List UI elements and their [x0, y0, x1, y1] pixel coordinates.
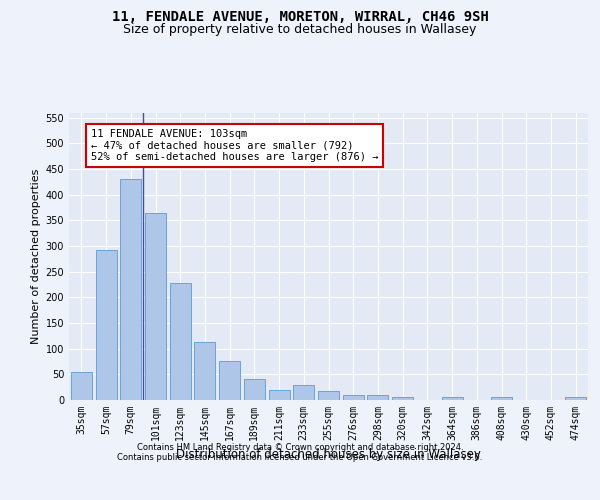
Bar: [120, 179, 141, 400]
Y-axis label: Number of detached properties: Number of detached properties: [31, 168, 41, 344]
Bar: [95, 250, 116, 400]
Bar: [194, 342, 215, 400]
Bar: [343, 396, 364, 400]
Text: 11, FENDALE AVENUE, MORETON, WIRRAL, CH46 9SH: 11, FENDALE AVENUE, MORETON, WIRRAL, CH4…: [112, 10, 488, 24]
X-axis label: Distribution of detached houses by size in Wallasey: Distribution of detached houses by size …: [176, 448, 481, 462]
Bar: [244, 380, 265, 400]
Text: Contains public sector information licensed under the Open Government Licence v3: Contains public sector information licen…: [118, 454, 482, 462]
Bar: [565, 398, 586, 400]
Text: Contains HM Land Registry data © Crown copyright and database right 2024.: Contains HM Land Registry data © Crown c…: [137, 442, 463, 452]
Text: 11 FENDALE AVENUE: 103sqm
← 47% of detached houses are smaller (792)
52% of semi: 11 FENDALE AVENUE: 103sqm ← 47% of detac…: [91, 129, 378, 162]
Bar: [318, 391, 339, 400]
Text: Size of property relative to detached houses in Wallasey: Size of property relative to detached ho…: [124, 22, 476, 36]
Bar: [219, 362, 240, 400]
Bar: [293, 385, 314, 400]
Bar: [71, 372, 92, 400]
Bar: [442, 398, 463, 400]
Bar: [367, 395, 388, 400]
Bar: [392, 398, 413, 400]
Bar: [145, 212, 166, 400]
Bar: [170, 284, 191, 400]
Bar: [269, 390, 290, 400]
Bar: [491, 398, 512, 400]
